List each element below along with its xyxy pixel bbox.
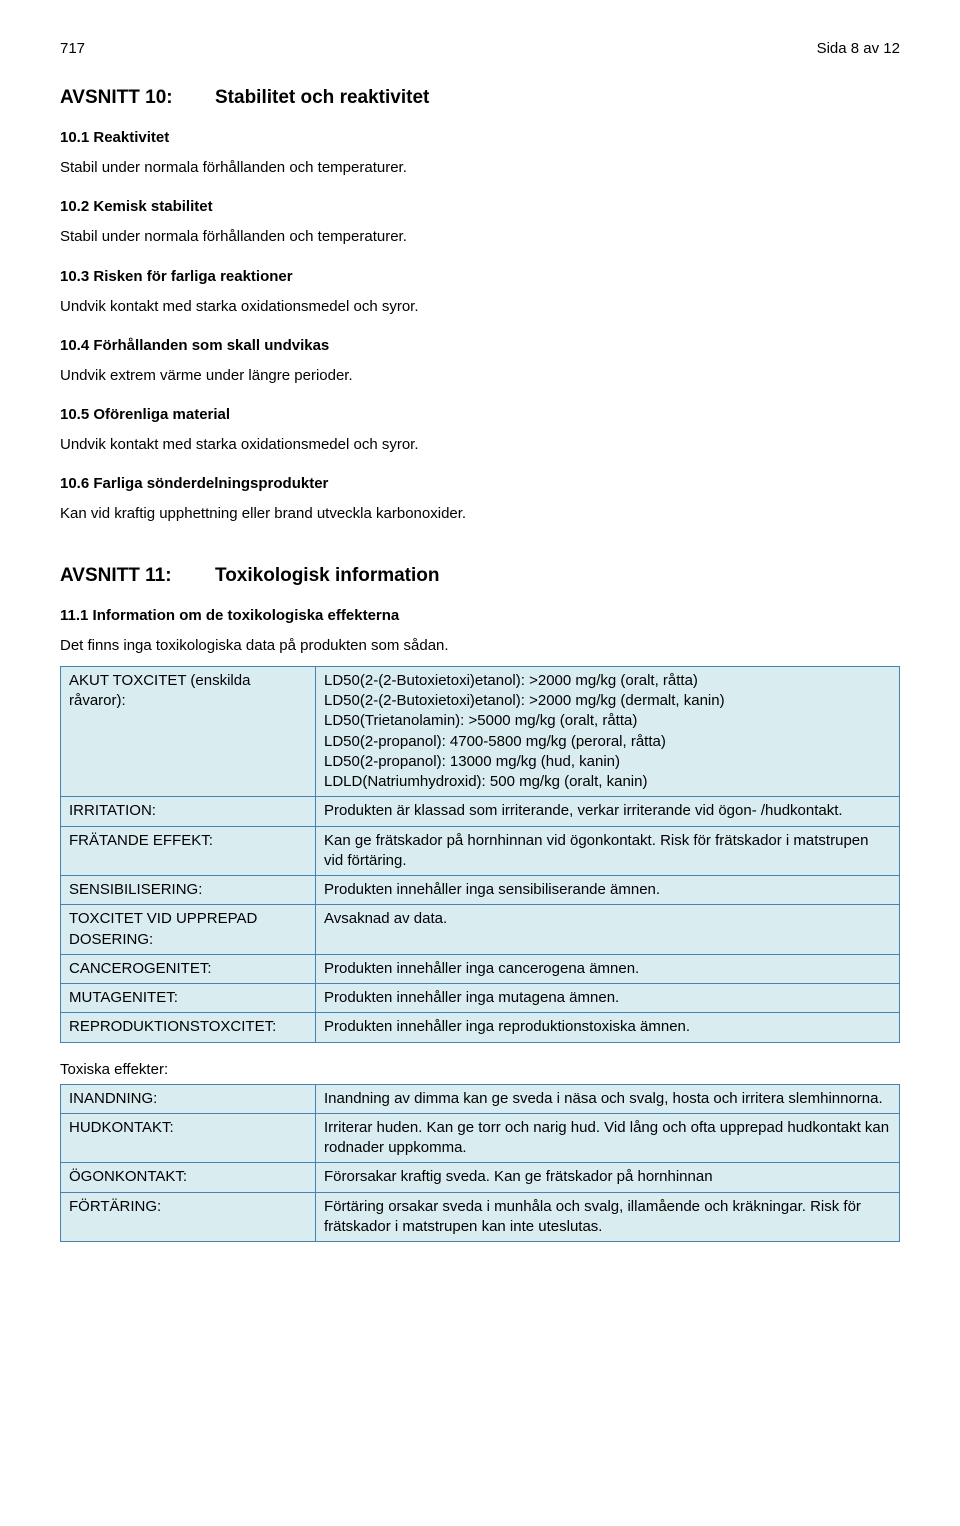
tox-value-upprepad: Avsaknad av data.	[316, 905, 900, 955]
tox-label-irritation: IRRITATION:	[61, 797, 316, 826]
text-11-1: Det finns inga toxikologiska data på pro…	[60, 636, 900, 656]
table-row: FRÄTANDE EFFEKT: Kan ge frätskador på ho…	[61, 826, 900, 876]
heading-10-3: 10.3 Risken för farliga reaktioner	[60, 268, 900, 285]
section-10-title: Stabilitet och reaktivitet	[215, 87, 429, 109]
tox-value-akut: LD50(2-(2-Butoxietoxi)etanol): >2000 mg/…	[316, 666, 900, 797]
tox-label-mutagenitet: MUTAGENITET:	[61, 984, 316, 1013]
text-10-1: Stabil under normala förhållanden och te…	[60, 158, 900, 178]
tox-value-sensibilisering: Produkten innehåller inga sensibiliseran…	[316, 876, 900, 905]
section-11-heading: AVSNITT 11: Toxikologisk information	[60, 565, 900, 587]
toxic-effects-table: INANDNING: Inandning av dimma kan ge sve…	[60, 1084, 900, 1243]
heading-10-4: 10.4 Förhållanden som skall undvikas	[60, 337, 900, 354]
tox-label-upprepad: TOXCITET VID UPPREPAD DOSERING:	[61, 905, 316, 955]
toxic-effects-label: Toxiska effekter:	[60, 1061, 900, 1078]
table-row: REPRODUKTIONSTOXCITET: Produkten innehål…	[61, 1013, 900, 1042]
effect-value-inandning: Inandning av dimma kan ge sveda i näsa o…	[316, 1084, 900, 1113]
section-11-title: Toxikologisk information	[215, 565, 440, 587]
table-row: SENSIBILISERING: Produkten innehåller in…	[61, 876, 900, 905]
tox-value-reproduktion: Produkten innehåller inga reproduktionst…	[316, 1013, 900, 1042]
text-10-4: Undvik extrem värme under längre periode…	[60, 366, 900, 386]
table-row: CANCEROGENITET: Produkten innehåller ing…	[61, 954, 900, 983]
tox-label-cancerogenitet: CANCEROGENITET:	[61, 954, 316, 983]
toxicology-table: AKUT TOXCITET (enskilda råvaror): LD50(2…	[60, 666, 900, 1043]
tox-label-sensibilisering: SENSIBILISERING:	[61, 876, 316, 905]
heading-10-1: 10.1 Reaktivitet	[60, 129, 900, 146]
table-row: IRRITATION: Produkten är klassad som irr…	[61, 797, 900, 826]
text-10-6: Kan vid kraftig upphettning eller brand …	[60, 504, 900, 524]
tox-label-fratande: FRÄTANDE EFFEKT:	[61, 826, 316, 876]
table-row: ÖGONKONTAKT: Förorsakar kraftig sveda. K…	[61, 1163, 900, 1192]
heading-10-2: 10.2 Kemisk stabilitet	[60, 198, 900, 215]
section-11-label: AVSNITT 11:	[60, 565, 215, 587]
table-row: MUTAGENITET: Produkten innehåller inga m…	[61, 984, 900, 1013]
table-row: INANDNING: Inandning av dimma kan ge sve…	[61, 1084, 900, 1113]
table-row: HUDKONTAKT: Irriterar huden. Kan ge torr…	[61, 1113, 900, 1163]
header-right: Sida 8 av 12	[817, 40, 900, 57]
table-row: TOXCITET VID UPPREPAD DOSERING: Avsaknad…	[61, 905, 900, 955]
tox-value-irritation: Produkten är klassad som irriterande, ve…	[316, 797, 900, 826]
text-10-3: Undvik kontakt med starka oxidationsmede…	[60, 297, 900, 317]
text-10-2: Stabil under normala förhållanden och te…	[60, 227, 900, 247]
section-10-heading: AVSNITT 10: Stabilitet och reaktivitet	[60, 87, 900, 109]
heading-11-1: 11.1 Information om de toxikologiska eff…	[60, 607, 900, 624]
heading-10-5: 10.5 Oförenliga material	[60, 406, 900, 423]
tox-label-akut: AKUT TOXCITET (enskilda råvaror):	[61, 666, 316, 797]
effect-label-hudkontakt: HUDKONTAKT:	[61, 1113, 316, 1163]
heading-10-6: 10.6 Farliga sönderdelningsprodukter	[60, 475, 900, 492]
effect-value-fortaring: Förtäring orsakar sveda i munhåla och sv…	[316, 1192, 900, 1242]
header-left: 717	[60, 40, 85, 57]
effect-label-fortaring: FÖRTÄRING:	[61, 1192, 316, 1242]
text-10-5: Undvik kontakt med starka oxidationsmede…	[60, 435, 900, 455]
effect-label-inandning: INANDNING:	[61, 1084, 316, 1113]
table-row: FÖRTÄRING: Förtäring orsakar sveda i mun…	[61, 1192, 900, 1242]
section-10-label: AVSNITT 10:	[60, 87, 215, 109]
effect-value-hudkontakt: Irriterar huden. Kan ge torr och narig h…	[316, 1113, 900, 1163]
tox-value-fratande: Kan ge frätskador på hornhinnan vid ögon…	[316, 826, 900, 876]
effect-value-ogonkontakt: Förorsakar kraftig sveda. Kan ge frätska…	[316, 1163, 900, 1192]
tox-value-mutagenitet: Produkten innehåller inga mutagena ämnen…	[316, 984, 900, 1013]
table-row: AKUT TOXCITET (enskilda råvaror): LD50(2…	[61, 666, 900, 797]
page-header: 717 Sida 8 av 12	[60, 40, 900, 57]
effect-label-ogonkontakt: ÖGONKONTAKT:	[61, 1163, 316, 1192]
page: 717 Sida 8 av 12 AVSNITT 10: Stabilitet …	[0, 0, 960, 1282]
tox-label-reproduktion: REPRODUKTIONSTOXCITET:	[61, 1013, 316, 1042]
tox-value-cancerogenitet: Produkten innehåller inga cancerogena äm…	[316, 954, 900, 983]
